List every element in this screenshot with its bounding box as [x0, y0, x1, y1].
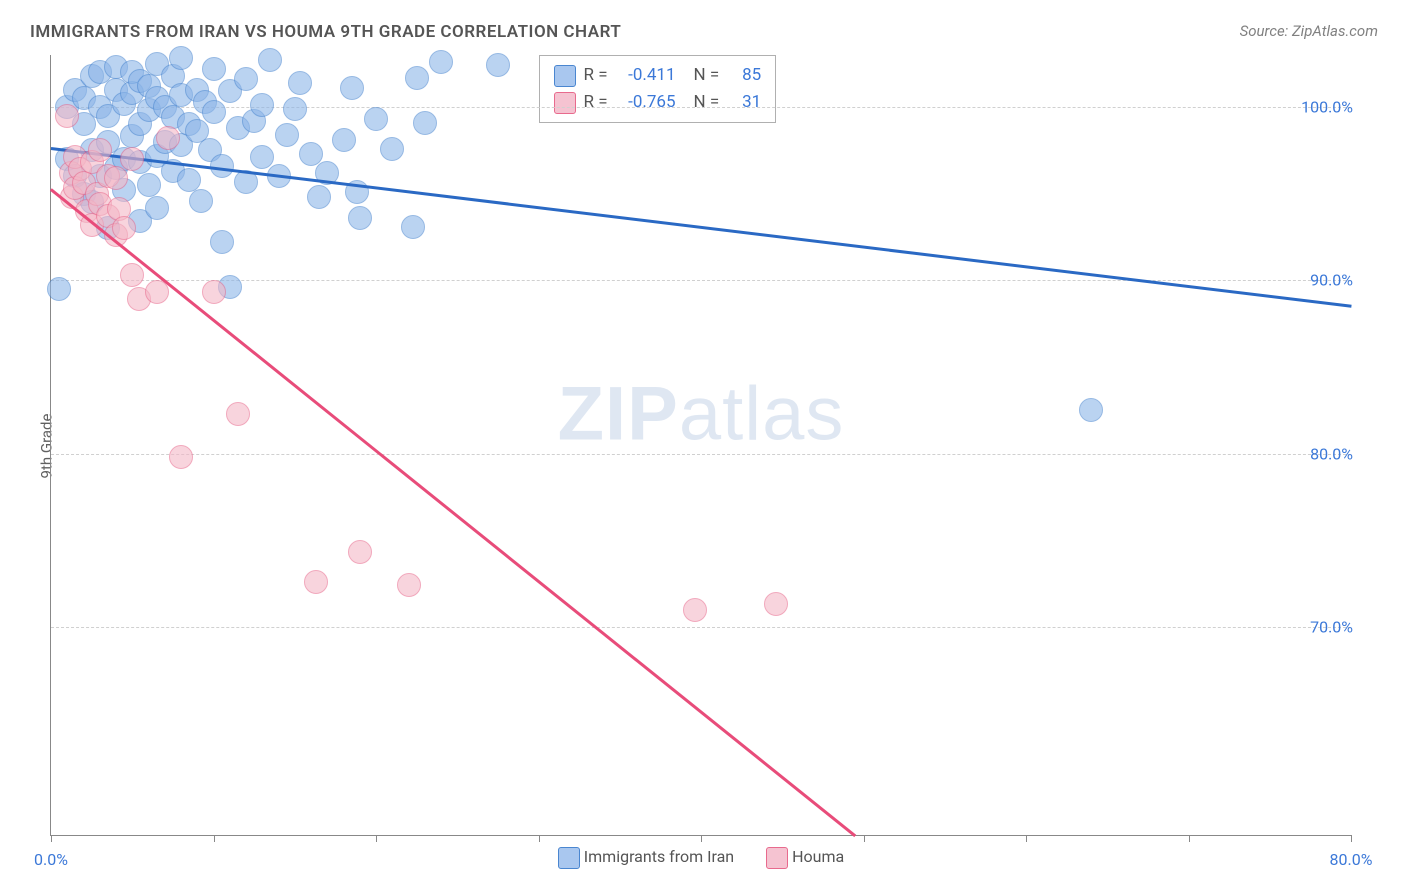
y-tick-label: 80.0% [1310, 444, 1353, 463]
scatter-point [88, 138, 112, 162]
scatter-point [169, 46, 193, 70]
scatter-point [405, 66, 429, 90]
series-legend: Immigrants from Iran Houma [51, 847, 1351, 869]
scatter-point [104, 166, 128, 190]
scatter-point [288, 71, 312, 95]
watermark: ZIPatlas [558, 370, 845, 457]
scatter-point [332, 128, 356, 152]
scatter-point [413, 111, 437, 135]
x-tick-mark [376, 835, 377, 842]
x-tick-mark [51, 835, 52, 842]
gridline [51, 454, 1351, 455]
scatter-point [364, 107, 388, 131]
x-tick-mark [701, 835, 702, 842]
y-tick-label: 90.0% [1310, 271, 1353, 290]
scatter-point [210, 230, 234, 254]
gridline [51, 107, 1351, 108]
scatter-point [120, 147, 144, 171]
x-tick-mark [214, 835, 215, 842]
scatter-point [380, 137, 404, 161]
scatter-point [1079, 398, 1103, 422]
scatter-point [307, 185, 331, 209]
legend-row: R =-0.765N =31 [554, 89, 762, 116]
scatter-point [55, 104, 79, 128]
scatter-point [340, 76, 364, 100]
swatch-blue-icon [558, 847, 580, 869]
scatter-point [234, 67, 258, 91]
scatter-point [258, 48, 282, 72]
scatter-point [202, 100, 226, 124]
legend-row: R =-0.411N =85 [554, 62, 762, 89]
chart-title: IMMIGRANTS FROM IRAN VS HOUMA 9TH GRADE … [30, 22, 621, 42]
scatter-point [397, 573, 421, 597]
legend-item-houma: Houma [766, 847, 844, 866]
scatter-point [304, 570, 328, 594]
scatter-point [47, 277, 71, 301]
correlation-legend: R =-0.411N =85R =-0.765N =31 [539, 55, 777, 123]
scatter-point [202, 57, 226, 81]
x-tick-label: 0.0% [34, 850, 68, 869]
x-tick-mark [1026, 835, 1027, 842]
scatter-point [250, 93, 274, 117]
scatter-point [145, 280, 169, 304]
x-tick-mark [1189, 835, 1190, 842]
scatter-point [348, 540, 372, 564]
x-tick-mark [1351, 835, 1352, 842]
trend-line [50, 189, 856, 837]
source-attribution: Source: ZipAtlas.com [1240, 22, 1378, 40]
y-tick-label: 100.0% [1301, 98, 1353, 117]
scatter-point [226, 402, 250, 426]
scatter-point [156, 126, 180, 150]
scatter-point [429, 50, 453, 74]
scatter-point [137, 173, 161, 197]
y-tick-label: 70.0% [1310, 618, 1353, 637]
gridline [51, 627, 1351, 628]
scatter-point [283, 97, 307, 121]
scatter-point [112, 216, 136, 240]
legend-item-iran: Immigrants from Iran [558, 847, 738, 866]
scatter-point [145, 196, 169, 220]
scatter-point [275, 123, 299, 147]
x-tick-mark [539, 835, 540, 842]
swatch-pink-icon [766, 847, 788, 869]
scatter-point [401, 215, 425, 239]
scatter-plot-area: ZIPatlas R =-0.411N =85R =-0.765N =31 Im… [50, 55, 1351, 836]
x-tick-label: 80.0% [1330, 850, 1373, 869]
scatter-point [169, 445, 193, 469]
swatch-pink-icon [554, 92, 576, 114]
x-tick-mark [864, 835, 865, 842]
scatter-point [764, 592, 788, 616]
scatter-point [486, 53, 510, 77]
scatter-point [189, 189, 213, 213]
scatter-point [120, 263, 144, 287]
scatter-point [202, 280, 226, 304]
scatter-point [683, 598, 707, 622]
scatter-point [348, 206, 372, 230]
swatch-blue-icon [554, 65, 576, 87]
trend-line [51, 147, 1351, 307]
